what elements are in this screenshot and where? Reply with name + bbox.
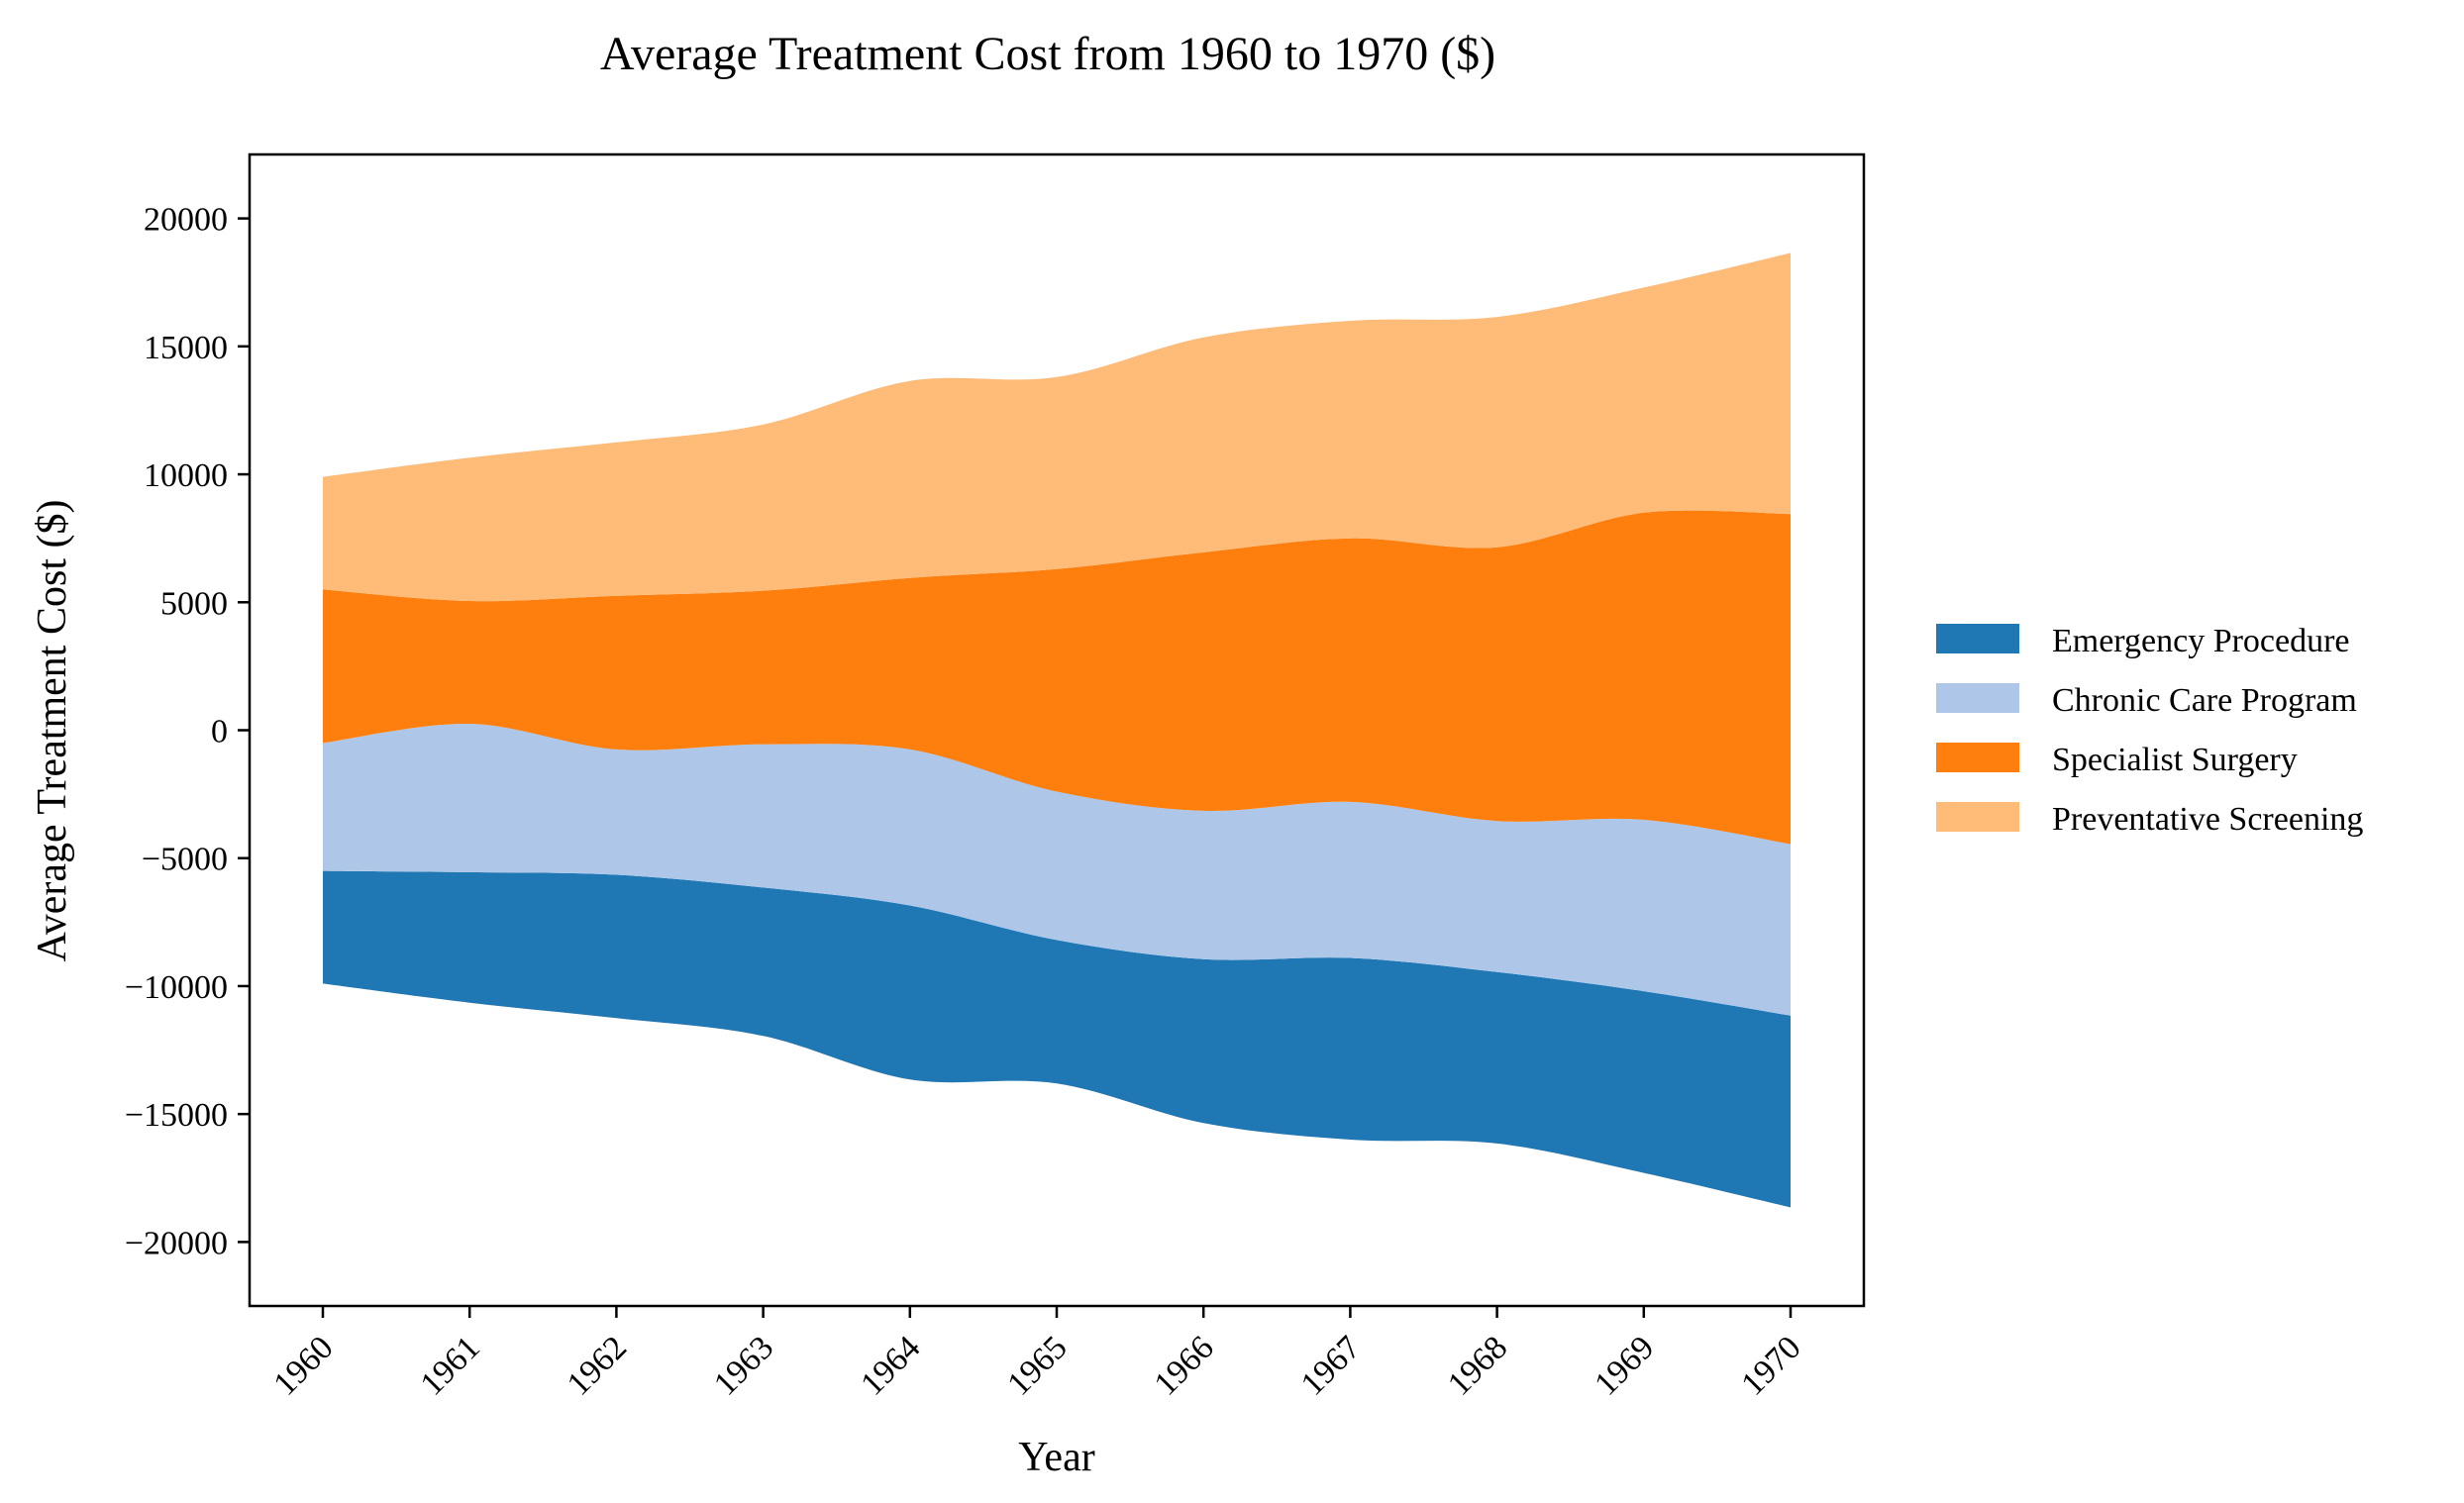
y-tick-label: −20000 [125,1225,228,1261]
area-series-3 [323,252,1791,602]
legend-label: Emergency Procedure [2052,623,2350,659]
y-tick-label: 15000 [144,330,228,366]
y-tick-label: 0 [211,714,228,751]
y-tick-label: 20000 [144,202,228,239]
x-axis: 1960 1961 1962 1963 1964 1965 1966 1967 1968 1969… [266,1306,1808,1403]
legend-label: Chronic Care Program [2052,682,2357,719]
x-axis-label: Year [1018,1435,1094,1480]
stream-areas [323,252,1791,1208]
x-tick-label: 1966 [1148,1329,1221,1402]
x-tick-label: 1965 [1000,1329,1074,1402]
x-tick-label: 1964 [854,1329,927,1402]
x-tick-label: 1967 [1294,1329,1368,1402]
legend-label: Specialist Surgery [2052,742,2298,778]
y-axis-label: Average Treatment Cost ($) [30,500,75,962]
x-tick-label: 1961 [414,1329,487,1402]
legend: Emergency Procedure Chronic Care Program S… [1936,623,2363,838]
area-series-0 [323,870,1791,1208]
legend-swatch [1936,802,2019,832]
y-axis: −20000 −15000 −10000 −5000 0 5000 10000 15000 20… [125,202,250,1261]
x-tick-label: 1970 [1734,1329,1807,1402]
area-series-1 [323,723,1791,1016]
x-tick-label: 1963 [707,1329,780,1402]
chart-title: Average Treatment Cost from 1960 to 1970… [600,28,1495,80]
x-tick-label: 1960 [266,1329,340,1402]
x-tick-label: 1969 [1588,1329,1661,1402]
area-series-2 [323,510,1791,845]
x-tick-label: 1968 [1441,1329,1514,1402]
y-tick-label: 10000 [144,457,228,494]
y-tick-label: −15000 [125,1097,228,1134]
x-tick-label: 1962 [561,1329,634,1402]
y-tick-label: 5000 [160,585,228,622]
legend-swatch [1936,743,2019,772]
legend-label: Preventative Screening [2052,801,2363,838]
y-tick-label: −5000 [142,842,228,878]
legend-swatch [1936,683,2019,713]
y-tick-label: −10000 [125,969,228,1006]
legend-swatch [1936,624,2019,653]
